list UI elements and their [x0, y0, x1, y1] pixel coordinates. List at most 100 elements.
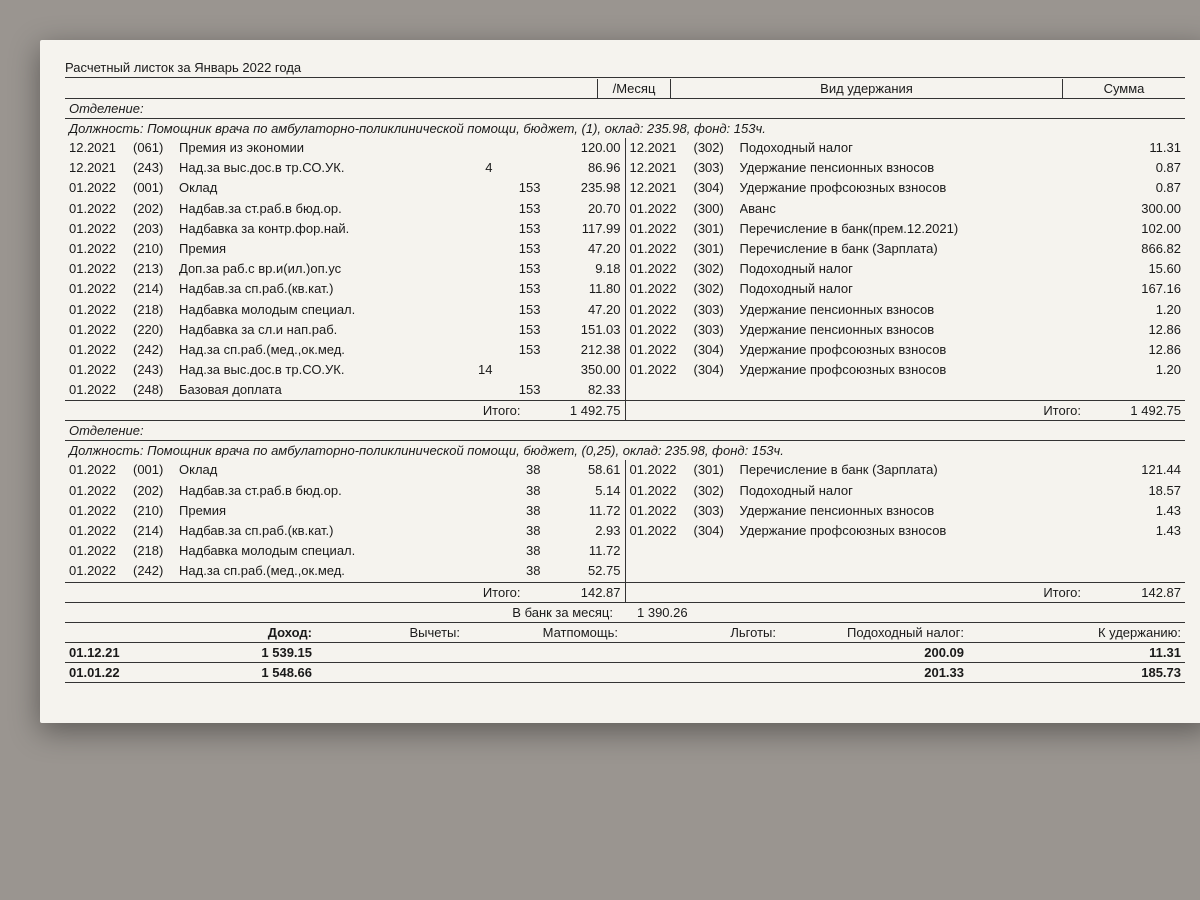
deduction-date: 01.2022 [630, 200, 694, 218]
header-blank [65, 79, 598, 98]
accrual-days [455, 301, 493, 319]
deduction-desc: Удержание пенсионных взносов [740, 159, 1102, 177]
accrual-hours: 38 [493, 542, 541, 560]
accrual-hours [493, 361, 541, 379]
deduction-code: (304) [694, 522, 740, 540]
accrual-amount: 47.20 [541, 240, 621, 258]
accrual-desc: Оклад [179, 461, 455, 479]
accrual-row: 01.2022(203)Надбавка за контр.фор.най.15… [65, 219, 625, 239]
accrual-date: 01.2022 [69, 260, 133, 278]
accrual-code: (061) [133, 139, 179, 157]
deduction-amount: 1.43 [1101, 522, 1181, 540]
deduction-desc: Перечисление в банк(прем.12.2021) [740, 220, 1102, 238]
summary-h-ben: Льготы: [622, 623, 780, 642]
deduction-amount: 167.16 [1101, 280, 1181, 298]
section1-total-deductions: 1 492.75 [1081, 403, 1181, 418]
summary-income: 1 539.15 [168, 643, 316, 662]
summary-h-ded: Вычеты: [316, 623, 464, 642]
header-month: /Месяц [598, 79, 671, 98]
accrual-desc: Надбавка за контр.фор.най. [179, 220, 455, 238]
summary-date: 01.01.22 [65, 663, 168, 682]
section2-total-label-left: Итого: [451, 585, 521, 600]
accrual-days [455, 562, 493, 580]
accrual-days [455, 461, 493, 479]
accrual-row: 01.2022(001)Оклад3858.61 [65, 460, 625, 480]
accrual-days [455, 482, 493, 500]
accrual-row: 01.2022(210)Премия3811.72 [65, 501, 625, 521]
deduction-date: 01.2022 [630, 522, 694, 540]
accrual-row: 12.2021(243)Над.за выс.дос.в тр.СО.УК.48… [65, 158, 625, 178]
section1-position: Должность: Помощник врача по амбулаторно… [65, 119, 1185, 138]
accrual-date: 01.2022 [69, 361, 133, 379]
accrual-amount: 120.00 [541, 139, 621, 157]
accrual-desc: Надбав.за ст.раб.в бюд.ор. [179, 200, 455, 218]
accrual-amount: 52.75 [541, 562, 621, 580]
accrual-row: 01.2022(218)Надбавка молодым специал.153… [65, 300, 625, 320]
accrual-code: (210) [133, 240, 179, 258]
deduction-desc: Перечисление в банк (Зарплата) [740, 240, 1102, 258]
accrual-amount: 20.70 [541, 200, 621, 218]
accrual-code: (001) [133, 461, 179, 479]
accrual-code: (220) [133, 321, 179, 339]
deduction-code: (302) [694, 260, 740, 278]
deduction-row: 01.2022(300)Аванс300.00 [626, 199, 1186, 219]
accrual-date: 01.2022 [69, 200, 133, 218]
deduction-desc: Подоходный налог [740, 482, 1102, 500]
accrual-row: 01.2022(220)Надбавка за сл.и нап.раб.153… [65, 320, 625, 340]
deduction-row: 12.2021(302)Подоходный налог11.31 [626, 138, 1186, 158]
accrual-desc: Базовая доплата [179, 381, 455, 399]
accrual-code: (210) [133, 502, 179, 520]
accrual-hours: 153 [493, 260, 541, 278]
accrual-hours [493, 139, 541, 157]
accrual-desc: Над.за выс.дос.в тр.СО.УК. [179, 361, 455, 379]
deduction-row: 01.2022(302)Подоходный налог15.60 [626, 259, 1186, 279]
deduction-desc: Удержание профсоюзных взносов [740, 361, 1102, 379]
accrual-desc: Над.за выс.дос.в тр.СО.УК. [179, 159, 455, 177]
accrual-date: 01.2022 [69, 321, 133, 339]
deduction-date: 01.2022 [630, 461, 694, 479]
section2-deductions: 01.2022(301)Перечисление в банк (Зарплат… [626, 460, 1186, 581]
header-sum: Сумма [1063, 79, 1185, 98]
accrual-desc: Надбав.за сп.раб.(кв.кат.) [179, 280, 455, 298]
summary-ded [316, 643, 464, 662]
deduction-date: 01.2022 [630, 321, 694, 339]
accrual-hours: 38 [493, 482, 541, 500]
accrual-hours: 153 [493, 179, 541, 197]
deduction-row: 01.2022(301)Перечисление в банк (Зарплат… [626, 460, 1186, 480]
deduction-amount: 102.00 [1101, 220, 1181, 238]
accrual-desc: Премия [179, 240, 455, 258]
deduction-row: 01.2022(303)Удержание пенсионных взносов… [626, 300, 1186, 320]
deduction-code: (302) [694, 482, 740, 500]
accrual-hours: 153 [493, 341, 541, 359]
accrual-hours: 153 [493, 220, 541, 238]
summary-body: 01.12.211 539.15200.0911.3101.01.221 548… [65, 643, 1185, 683]
deduction-code: (302) [694, 280, 740, 298]
deduction-code: (304) [694, 179, 740, 197]
deduction-amount: 12.86 [1101, 321, 1181, 339]
accrual-date: 01.2022 [69, 220, 133, 238]
summary-ded [316, 663, 464, 682]
summary-hold: 11.31 [968, 643, 1185, 662]
accrual-amount: 9.18 [541, 260, 621, 278]
accrual-date: 01.2022 [69, 461, 133, 479]
accrual-row: 01.2022(001)Оклад153235.98 [65, 178, 625, 198]
column-header-row: /Месяц Вид удержания Сумма [65, 79, 1185, 99]
summary-income: 1 548.66 [168, 663, 316, 682]
deduction-code: (303) [694, 301, 740, 319]
deduction-code: (303) [694, 502, 740, 520]
accrual-code: (202) [133, 482, 179, 500]
accrual-date: 01.2022 [69, 522, 133, 540]
deduction-row: 01.2022(304)Удержание профсоюзных взносо… [626, 360, 1186, 380]
accrual-hours: 153 [493, 321, 541, 339]
deduction-date: 01.2022 [630, 280, 694, 298]
accrual-hours: 38 [493, 461, 541, 479]
accrual-date: 01.2022 [69, 542, 133, 560]
deduction-amount: 1.20 [1101, 361, 1181, 379]
deduction-date: 01.2022 [630, 220, 694, 238]
deduction-code: (301) [694, 461, 740, 479]
accrual-days [455, 200, 493, 218]
deduction-row: 01.2022(302)Подоходный налог18.57 [626, 481, 1186, 501]
deduction-code: (301) [694, 220, 740, 238]
accrual-code: (001) [133, 179, 179, 197]
accrual-hours: 153 [493, 301, 541, 319]
